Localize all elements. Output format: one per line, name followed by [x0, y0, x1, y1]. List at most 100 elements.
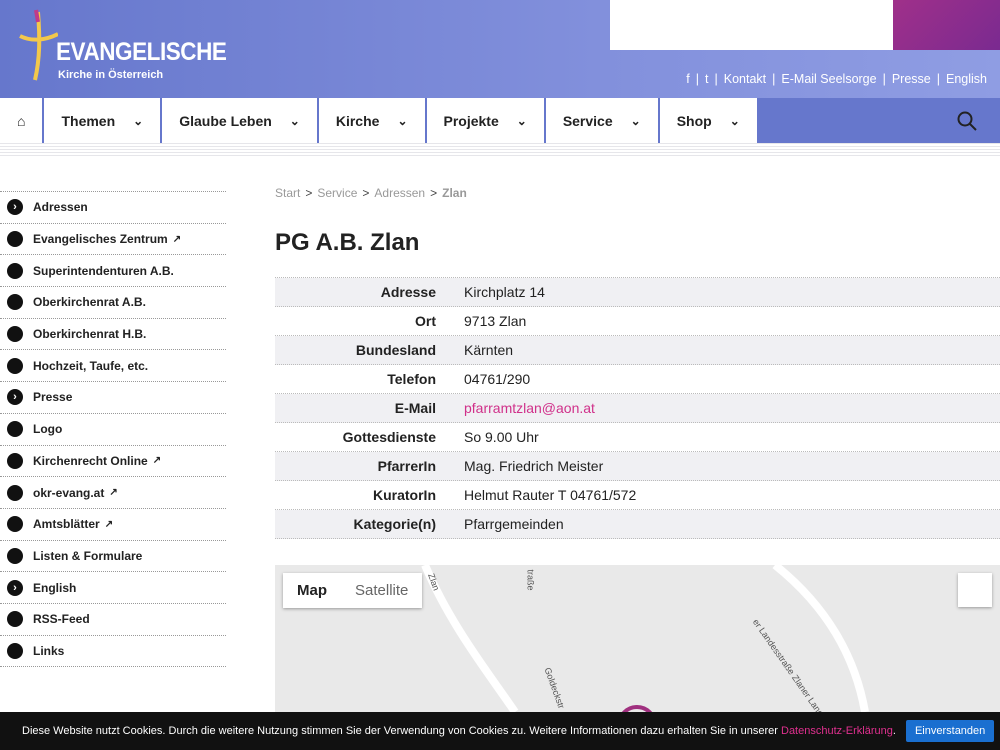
table-row: Gottesdienste So 9.00 Uhr [275, 423, 1000, 452]
sidebar-label: Kirchenrecht Online [33, 453, 148, 468]
sidebar-item[interactable]: Superintendenturen A.B. [0, 255, 226, 288]
nav-label: Shop [676, 112, 712, 129]
sidebar-item[interactable]: Listen & Formulare [0, 541, 226, 573]
top-link[interactable]: Kontakt [723, 72, 767, 86]
separator: > [362, 186, 370, 200]
email-link[interactable]: pfarramtzlan@aon.at [464, 400, 595, 416]
arrow-icon: › [7, 579, 23, 596]
facebook-icon[interactable]: f [686, 72, 690, 86]
table-row: Telefon 04761/290 [275, 365, 1000, 394]
logo-mark [19, 9, 58, 81]
sidebar-item[interactable]: Oberkirchenrat H.B. [0, 319, 226, 351]
page-title: PG A.B. Zlan [275, 229, 420, 256]
external-icon: ↗ [172, 233, 182, 245]
breadcrumb-item[interactable]: Start [275, 186, 301, 200]
table-row: KuratorIn Helmut Rauter T 04761/572 [275, 481, 1000, 510]
dot-icon [7, 484, 23, 501]
sidebar-label: English [33, 580, 77, 595]
arrow-icon: › [7, 389, 23, 406]
map-type-button[interactable]: Satellite [355, 582, 409, 599]
sidebar-item[interactable]: Hochzeit, Taufe, etc. [0, 350, 226, 383]
row-label: Gottesdienste [342, 429, 436, 445]
privacy-link[interactable]: Datenschutz-Erklärung [781, 725, 893, 737]
row-value: Pfarrgemeinden [464, 516, 564, 532]
row-value: 9713 Zlan [464, 313, 527, 329]
sidebar-item[interactable]: Links [0, 636, 226, 668]
sidebar-item[interactable]: › Adressen [0, 192, 226, 224]
table-row: Bundesland Kärnten [275, 336, 1000, 365]
accept-button[interactable]: Einverstanden [905, 720, 995, 742]
sidebar-item[interactable]: › English [0, 572, 226, 604]
sidebar-label: RSS-Feed [33, 612, 90, 627]
sidebar-item[interactable]: Kirchenrecht Online ↗ [0, 446, 226, 478]
nav-item[interactable]: Kirche ⌄ [318, 98, 425, 143]
sidebar-item[interactable]: RSS-Feed [0, 604, 226, 636]
twitter-icon[interactable]: t [705, 72, 709, 86]
sidebar-label: Oberkirchenrat A.B. [33, 295, 146, 310]
sidebar-item[interactable]: Evangelisches Zentrum ↗ [0, 224, 226, 256]
map[interactable]: Map Satellite Zlan traße Goldeckstr er Lande… [275, 565, 1000, 712]
arrow-icon: › [7, 199, 23, 216]
top-links: f | t | Kontakt | E-Mail Seelsorge | Presse | Engl… [686, 72, 987, 86]
sidebar-item[interactable]: Amtsblätter ↗ [0, 509, 226, 541]
sidebar-item[interactable]: okr-evang.at ↗ [0, 477, 226, 509]
nav-label: Service [562, 112, 613, 129]
sidebar-label: Presse [33, 390, 73, 405]
breadcrumb-item[interactable]: Service [317, 186, 358, 200]
sidebar-label: Links [33, 643, 65, 658]
row-value: Kirchplatz 14 [464, 284, 545, 300]
map-type-button[interactable]: Map [297, 582, 327, 599]
nav-item[interactable]: Glaube Leben ⌄ [162, 98, 317, 143]
sidebar-label: Adressen [33, 200, 88, 215]
logo-title[interactable]: EVANGELISCHE [56, 38, 227, 66]
map-roads [421, 565, 869, 712]
separator: | [882, 72, 886, 86]
row-value: 04761/290 [464, 371, 531, 387]
home-button[interactable]: ⌂ [0, 98, 43, 143]
nav-label: Projekte [443, 112, 499, 129]
search-icon[interactable] [957, 111, 977, 131]
row-value: Helmut Rauter T 04761/572 [464, 487, 637, 503]
separator: | [936, 72, 940, 86]
table-row: Ort 9713 Zlan [275, 307, 1000, 336]
dot-icon [7, 262, 23, 279]
dot-icon [7, 452, 23, 469]
stripe [0, 143, 1000, 156]
nav-item[interactable]: Shop ⌄ [659, 98, 757, 143]
row-label: Bundesland [355, 342, 436, 358]
dot-icon [7, 421, 23, 438]
fullscreen-button[interactable] [958, 573, 992, 607]
breadcrumb-item[interactable]: Adressen [374, 186, 426, 200]
separator: | [772, 72, 776, 86]
top-link[interactable]: English [946, 72, 987, 86]
sidebar-label: Evangelisches Zentrum [33, 232, 168, 247]
row-label: Telefon [387, 371, 436, 387]
chevron: ⌄ [133, 113, 144, 128]
map-type-control: Map Satellite [283, 573, 423, 608]
map-label: traße [525, 569, 536, 591]
top-link[interactable]: E-Mail Seelsorge [781, 72, 877, 86]
breadcrumb-item: Zlan [442, 186, 467, 200]
sidebar-item[interactable]: › Presse [0, 382, 226, 414]
dot-icon [7, 516, 23, 533]
row-value: Mag. Friedrich Meister [464, 458, 604, 474]
nav-item[interactable]: Projekte ⌄ [426, 98, 544, 143]
separator: > [305, 186, 313, 200]
dot-icon [7, 357, 23, 374]
dot-icon [7, 231, 23, 248]
row-label: E-Mail [394, 400, 436, 416]
table-row: Kategorie(n) Pfarrgemeinden [275, 510, 1000, 539]
dot-icon [7, 547, 23, 564]
external-icon: ↗ [104, 518, 114, 530]
nav-item[interactable]: Themen ⌄ [44, 98, 161, 143]
nav-item[interactable]: Service ⌄ [545, 98, 658, 143]
dot-icon [7, 611, 23, 628]
row-label: KuratorIn [373, 487, 436, 503]
row-label: Ort [415, 313, 436, 329]
top-link[interactable]: Presse [891, 72, 931, 86]
row-label: Adresse [380, 284, 436, 300]
sidebar-item[interactable]: Oberkirchenrat A.B. [0, 287, 226, 319]
sidebar-item[interactable]: Logo [0, 414, 226, 446]
external-icon: ↗ [109, 487, 118, 499]
